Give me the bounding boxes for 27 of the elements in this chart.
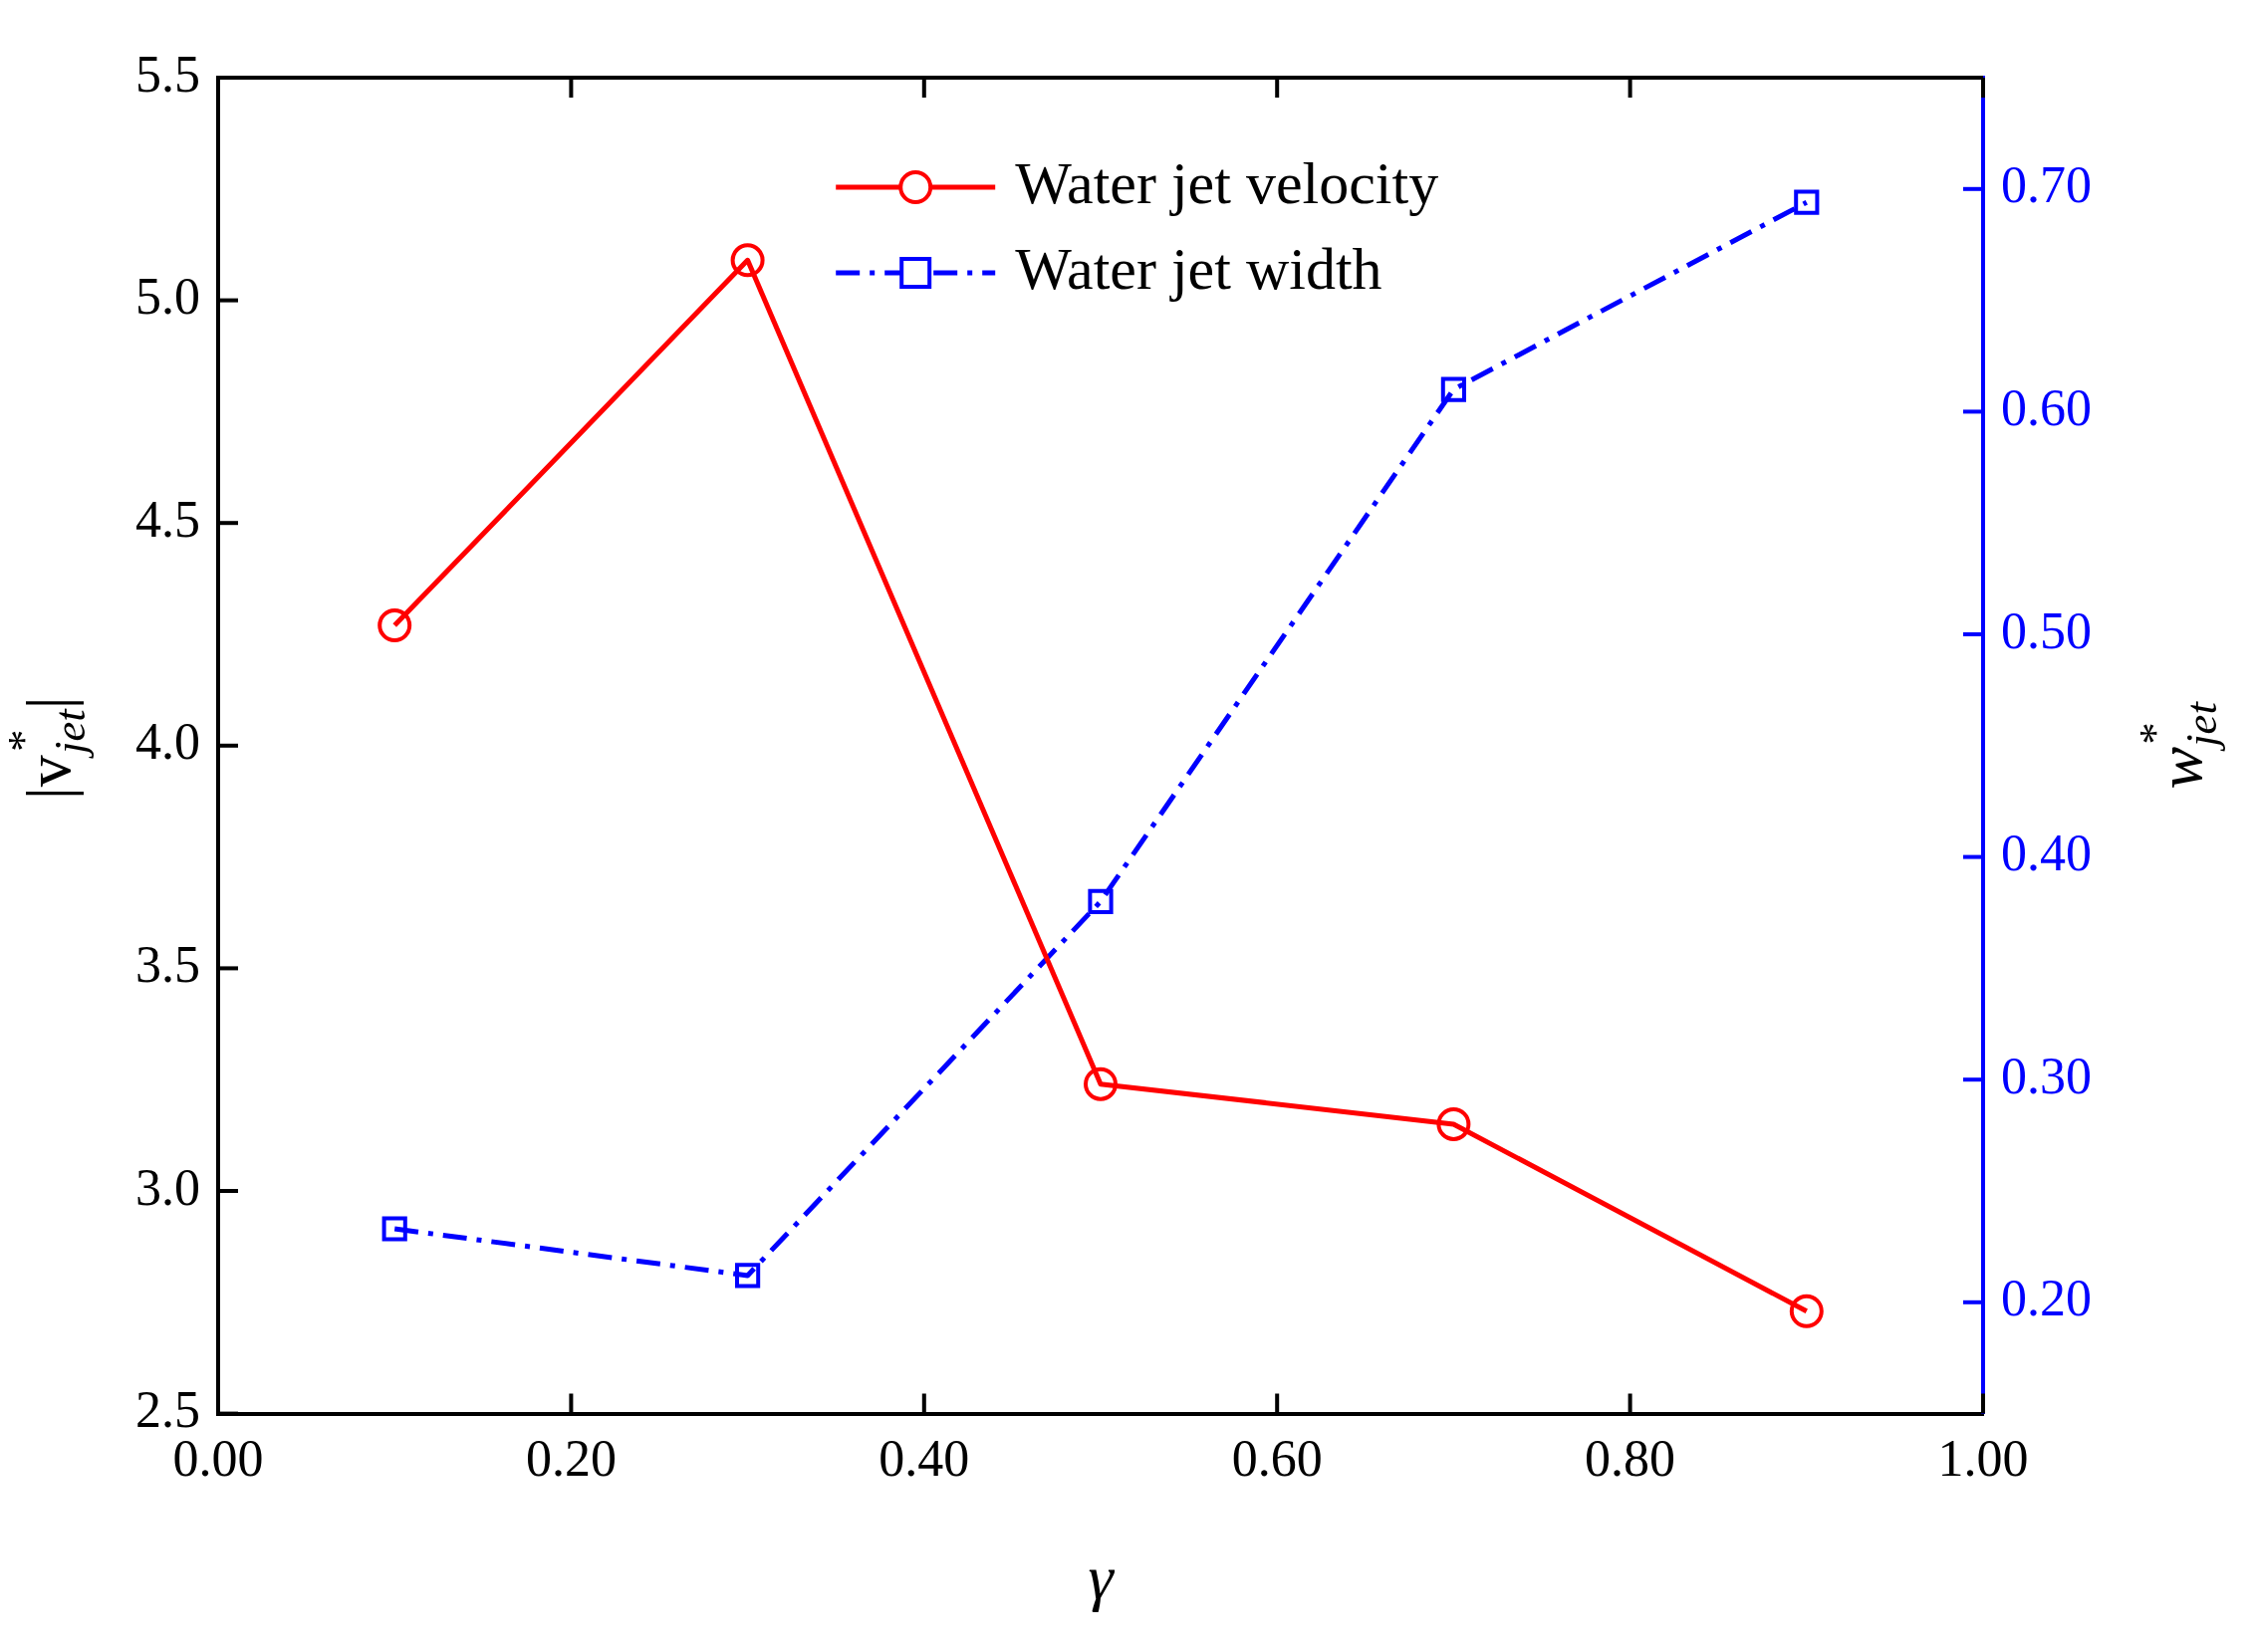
point bbox=[1794, 189, 1820, 215]
y-tick-label: 4.0 bbox=[135, 713, 200, 771]
y2-tick-label: 0.20 bbox=[2001, 1270, 2092, 1327]
y2-tick-label: 0.60 bbox=[2001, 379, 2092, 437]
y-tick-label: 3.5 bbox=[135, 936, 200, 994]
y2-axis-title: wjet* bbox=[2129, 700, 2227, 790]
y-tick-label: 3.0 bbox=[135, 1158, 200, 1216]
x-tick-label: 1.00 bbox=[1937, 1430, 2029, 1488]
x-tick-label: 0.80 bbox=[1585, 1430, 1676, 1488]
legend-label: Water jet width bbox=[1015, 235, 1382, 302]
y2-tick-label: 0.40 bbox=[2001, 825, 2092, 882]
point bbox=[1440, 376, 1467, 402]
y2-tick-label: 0.70 bbox=[2001, 156, 2092, 214]
x-axis-title: γ bbox=[1088, 1540, 1116, 1612]
x-tick-label: 0.40 bbox=[878, 1430, 970, 1488]
y-tick-label: 5.5 bbox=[135, 45, 200, 103]
y2-tick-label: 0.50 bbox=[2001, 601, 2092, 659]
y-tick-label: 5.0 bbox=[135, 268, 200, 326]
point bbox=[381, 1216, 407, 1242]
point bbox=[1088, 888, 1114, 914]
point bbox=[734, 1263, 761, 1289]
x-tick-label: 0.60 bbox=[1231, 1430, 1323, 1488]
x-tick-label: 0.20 bbox=[525, 1430, 617, 1488]
y2-tick-label: 0.30 bbox=[2001, 1047, 2092, 1104]
legend-label: Water jet velocity bbox=[1015, 149, 1439, 216]
y-axis-title: |vjet*| bbox=[0, 696, 96, 800]
y-tick-label: 4.5 bbox=[135, 490, 200, 548]
